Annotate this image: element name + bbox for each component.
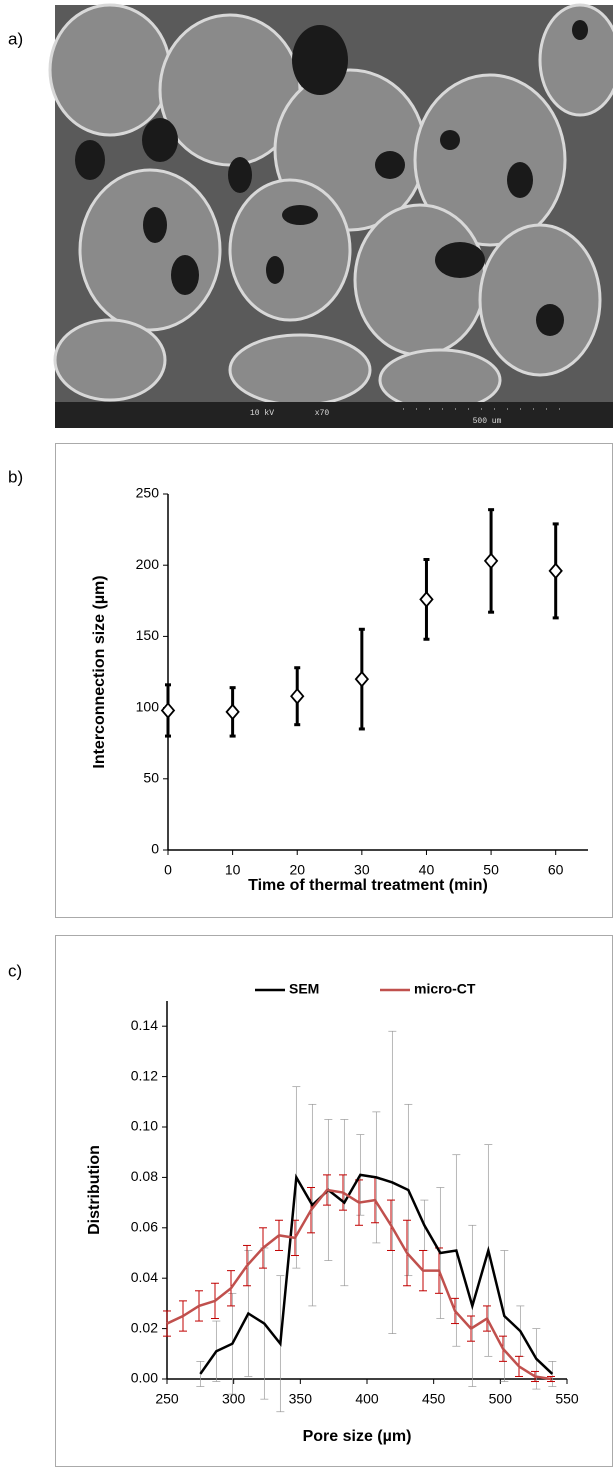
x-tick-label: 60 <box>548 862 564 878</box>
panel-border <box>55 935 613 1467</box>
marker <box>225 703 240 721</box>
y-tick-label: 250 <box>136 485 160 501</box>
y-tick-label: 200 <box>136 556 160 572</box>
y-tick-label: 50 <box>143 770 159 786</box>
series-line <box>166 1188 552 1381</box>
y-tick-label: 100 <box>136 698 160 714</box>
sem-scale: 500 um <box>473 417 502 426</box>
panel-label: c) <box>8 961 22 980</box>
info-bar <box>55 402 613 428</box>
marker <box>160 702 176 719</box>
legend-label: micro-CT <box>414 981 476 997</box>
x-tick-label: 300 <box>222 1391 246 1407</box>
x-tick-label: 550 <box>555 1391 579 1407</box>
x-tick-label: 20 <box>289 862 305 878</box>
legend-label: SEM <box>289 981 319 997</box>
panel-label: b) <box>8 467 23 486</box>
x-tick-label: 450 <box>422 1391 446 1407</box>
sem-voltage: 10 kV <box>250 409 274 418</box>
x-tick-label: 500 <box>489 1391 513 1407</box>
y-tick-label: 0.12 <box>131 1067 158 1083</box>
marker <box>419 590 434 608</box>
pores <box>75 20 588 336</box>
y-tick-label: 0.08 <box>131 1168 158 1184</box>
x-tick-label: 400 <box>355 1391 379 1407</box>
y-tick-label: 0.04 <box>131 1269 158 1285</box>
x-tick-label: 40 <box>419 862 435 878</box>
y-tick-label: 0.02 <box>131 1319 158 1335</box>
y-tick-label: 0.10 <box>131 1118 158 1134</box>
y-axis-title: Distribution <box>86 1145 103 1235</box>
x-axis-title: Pore size (µm) <box>303 1428 412 1445</box>
y-tick-label: 0.06 <box>131 1219 158 1235</box>
x-tick-label: 50 <box>483 862 499 878</box>
panel-border <box>55 443 613 918</box>
marker <box>483 552 499 570</box>
x-tick-label: 0 <box>164 862 172 878</box>
pore-walls <box>48 3 613 412</box>
series-line <box>199 1173 554 1375</box>
marker <box>354 670 370 688</box>
panel-label: a) <box>8 29 23 48</box>
x-tick-label: 30 <box>354 862 370 878</box>
y-tick-label: 150 <box>136 627 160 643</box>
x-tick-label: 350 <box>289 1391 313 1407</box>
marker <box>290 687 305 705</box>
y-tick-label: 0.00 <box>131 1370 158 1386</box>
y-tick-label: 0.14 <box>131 1017 158 1033</box>
marker <box>548 562 563 580</box>
sem-magnification: x70 <box>315 409 330 418</box>
sem-image: 10 kV x70 500 um <box>48 3 613 428</box>
x-tick-label: 250 <box>155 1391 179 1407</box>
x-tick-label: 10 <box>225 862 241 878</box>
x-axis-title: Time of thermal treatment (min) <box>248 877 488 894</box>
y-tick-label: 0 <box>151 841 159 857</box>
y-axis-title: Interconnection size (µm) <box>91 575 108 768</box>
